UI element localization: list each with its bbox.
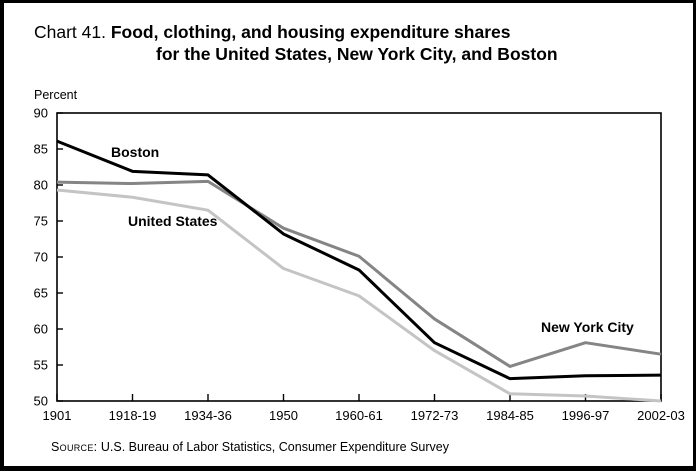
chart-title-line2: for the United States, New York City, an… bbox=[156, 44, 558, 64]
source-text: U.S. Bureau of Labor Statistics, Consume… bbox=[97, 440, 449, 454]
y-tick-label: 90 bbox=[34, 106, 48, 121]
x-tick-label: 1984-85 bbox=[486, 408, 534, 423]
x-tick-label: 1960-61 bbox=[335, 408, 383, 423]
y-tick-label: 55 bbox=[34, 358, 48, 373]
x-tick-label: 1996-97 bbox=[562, 408, 610, 423]
x-tick-label: 1918-19 bbox=[109, 408, 157, 423]
chart-title-text: Food, clothing, and housing expenditure … bbox=[110, 22, 511, 42]
source-note: Source: U.S. Bureau of Labor Statistics,… bbox=[51, 440, 449, 454]
y-tick-label: 70 bbox=[34, 250, 48, 265]
x-tick-label: 1972-73 bbox=[411, 408, 459, 423]
y-tick-label: 50 bbox=[34, 394, 48, 409]
x-tick-label: 2002-03 bbox=[637, 408, 685, 423]
series-line-boston bbox=[56, 139, 662, 381]
line-chart: 50 55 60 65 70 75 80 85 90 1901 1918-19 1934-36 1950… bbox=[34, 106, 685, 424]
series-label-new-york-city: New York City bbox=[541, 319, 634, 335]
series-line-united-states bbox=[56, 188, 662, 403]
y-axis-unit-label: Percent bbox=[34, 88, 78, 102]
y-tick-label: 80 bbox=[34, 178, 48, 193]
y-tick-label: 85 bbox=[34, 142, 48, 157]
series-line-new-york-city bbox=[56, 179, 662, 368]
series-label-united-states: United States bbox=[128, 213, 218, 229]
y-tick-label: 60 bbox=[34, 322, 48, 337]
source-prefix: Source: bbox=[51, 440, 98, 454]
x-tick-label: 1901 bbox=[43, 408, 72, 423]
y-tick-label: 75 bbox=[34, 214, 48, 229]
x-tick-label: 1934-36 bbox=[184, 408, 232, 423]
x-tick-label: 1950 bbox=[269, 408, 298, 423]
chart-number: Chart 41. bbox=[34, 22, 106, 42]
y-tick-label: 65 bbox=[34, 286, 48, 301]
series-label-boston: Boston bbox=[111, 144, 160, 160]
chart-title: Chart 41. Food, clothing, and housing ex… bbox=[34, 21, 558, 65]
chart-title-line1: Chart 41. Food, clothing, and housing ex… bbox=[34, 21, 558, 43]
